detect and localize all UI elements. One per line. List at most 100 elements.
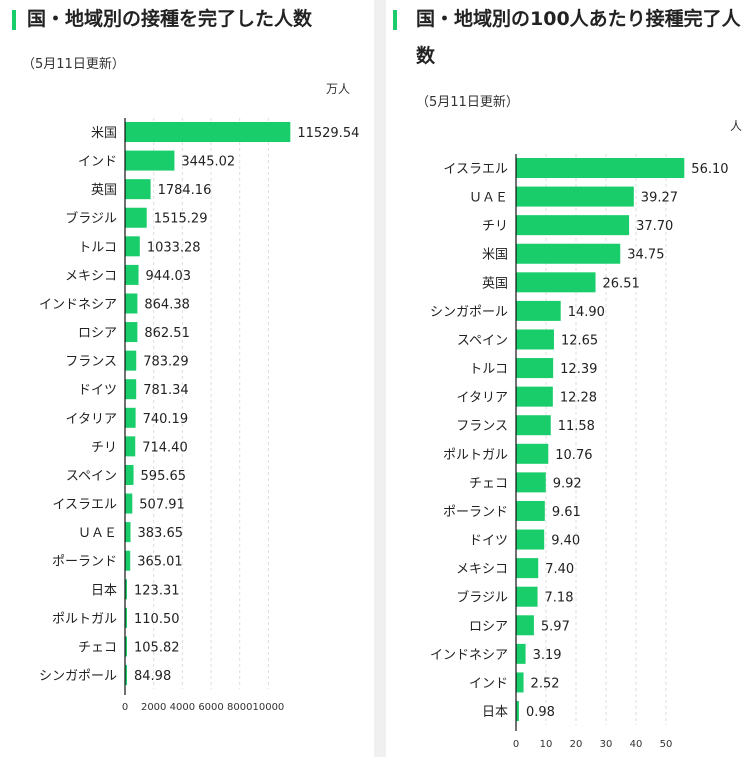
bar (516, 158, 685, 178)
category-label: イタリア (66, 412, 117, 427)
category-label: スペイン (457, 333, 508, 348)
value-label: 110.50 (134, 612, 180, 627)
bar (516, 558, 539, 579)
bar-chart-per100: 0 10 20 30 40 50 イスラエル 56.10 ＵＡＥ 39.27 チリ 37.70 米国 34… (430, 154, 729, 750)
bar (125, 264, 139, 285)
value-label: 11.58 (558, 419, 595, 434)
bar (516, 329, 554, 350)
value-label: 84.98 (134, 669, 171, 684)
value-label: 714.40 (142, 440, 188, 455)
bar (125, 122, 291, 142)
bar (516, 272, 596, 293)
bar (125, 665, 127, 686)
category-label: ＵＡＥ (78, 526, 117, 541)
value-label: 105.82 (134, 640, 180, 655)
category-label: ブラジル (456, 590, 508, 606)
x-tick-label: 4000 (170, 702, 195, 713)
category-label: チェコ (78, 640, 117, 655)
bar (516, 615, 534, 636)
chart-title: 国・地域別の接種を完了した人数 (27, 8, 313, 30)
bar (125, 407, 136, 428)
value-label: 944.03 (146, 269, 192, 284)
value-label: 7.40 (545, 562, 574, 577)
category-label: ドイツ (469, 534, 508, 549)
bar (516, 300, 561, 321)
category-label: インド (469, 676, 508, 691)
category-label: シンガポール (39, 669, 117, 684)
category-label: 日本 (482, 705, 508, 720)
bar (125, 636, 127, 657)
value-label: 56.10 (691, 162, 728, 177)
category-label: 米国 (91, 126, 117, 141)
value-label: 14.90 (568, 305, 605, 320)
category-label: 米国 (482, 248, 508, 263)
value-label: 383.65 (138, 526, 184, 541)
value-label: 595.65 (141, 469, 187, 484)
bar (516, 215, 630, 236)
x-tick-label: 6000 (198, 702, 223, 713)
value-label: 7.18 (545, 591, 574, 606)
value-label: 12.65 (561, 333, 598, 348)
category-label: フランス (456, 419, 508, 434)
bar (516, 500, 545, 521)
value-label: 3.19 (533, 648, 562, 663)
x-tick-label: 0 (513, 739, 519, 750)
bar (516, 643, 526, 664)
x-tick-label: 2000 (141, 702, 166, 713)
bar (125, 522, 131, 543)
value-label: 3445.02 (181, 155, 235, 170)
x-tick-label: 40 (630, 739, 643, 750)
bar-chart-total: 0 2000 4000 6000 8000 10000 米国 11529.54 インド 3445.… (39, 118, 359, 713)
value-label: 862.51 (144, 326, 190, 341)
value-label: 39.27 (641, 191, 678, 206)
category-label: フランス (65, 355, 117, 370)
category-label: ＵＡＥ (469, 191, 508, 206)
value-label: 1784.16 (158, 183, 212, 198)
bar (125, 550, 131, 571)
x-tick-label: 10 (540, 739, 553, 750)
value-label: 783.29 (143, 355, 189, 370)
bar (125, 179, 151, 200)
bar (125, 150, 175, 171)
bar (516, 415, 551, 436)
category-label: スペイン (66, 469, 117, 484)
chart-panel-total: 国・地域別の接種を完了した人数 （5月11日更新） 万人 0 2000 4000 60… (0, 0, 374, 757)
bar (125, 436, 136, 457)
value-label: 5.97 (541, 619, 570, 634)
value-label: 12.28 (560, 391, 597, 406)
title-accent (393, 10, 397, 30)
x-tick-label: 50 (660, 739, 673, 750)
category-label: チリ (91, 440, 117, 455)
bar (125, 464, 134, 485)
x-tick-label: 30 (600, 739, 613, 750)
bar (516, 243, 621, 264)
chart-panel-per100: 国・地域別の100人あたり接種完了人数 （5月11日更新） 人 0 10 20 30 4… (386, 0, 755, 757)
bar (125, 379, 137, 400)
value-label: 1515.29 (154, 212, 208, 227)
value-label: 740.19 (143, 412, 189, 427)
bar (125, 293, 138, 314)
category-label: 英国 (91, 183, 117, 198)
bar (125, 350, 137, 371)
bar (516, 186, 634, 207)
x-tick-label: 10000 (252, 702, 284, 713)
unit-label: 人 (730, 119, 743, 133)
value-label: 10.76 (555, 448, 592, 463)
bar (516, 472, 546, 493)
value-label: 9.92 (553, 476, 582, 491)
category-label: 日本 (91, 583, 117, 598)
category-label: インドネシア (39, 297, 117, 312)
value-label: 9.61 (552, 505, 581, 520)
update-date: （5月11日更新） (22, 57, 125, 72)
value-label: 864.38 (144, 297, 190, 312)
bar (125, 322, 138, 343)
category-label: ドイツ (78, 383, 117, 398)
category-label: メキシコ (456, 562, 508, 577)
value-label: 1033.28 (147, 240, 201, 255)
value-label: 365.01 (137, 555, 183, 570)
update-date: （5月11日更新） (416, 95, 519, 110)
bar (516, 529, 545, 550)
category-label: トルコ (469, 362, 508, 377)
category-label: インド (78, 155, 117, 170)
value-label: 0.98 (526, 705, 555, 720)
